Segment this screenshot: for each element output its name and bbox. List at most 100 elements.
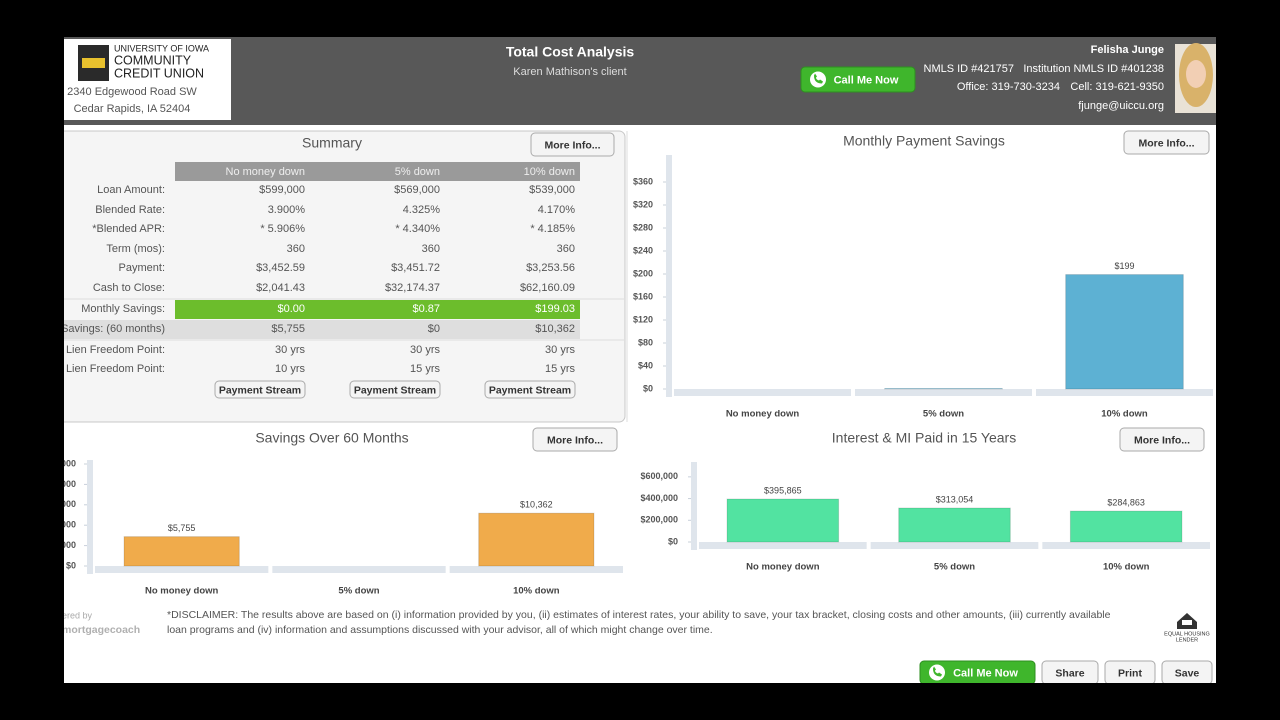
cell: 15 yrs [545,363,575,375]
floor [870,542,1039,549]
advisor-office: Office: 319-730-3234 [957,81,1060,93]
row-label: *Blended APR: [92,223,165,235]
cell: 15 yrs [410,363,440,375]
button-label: Print [1118,667,1142,679]
cell: $569,000 [394,184,440,196]
chart-title: Interest & MI Paid in 15 Years [832,430,1016,446]
y-tick-label: $160 [633,291,653,301]
cell: $199.03 [535,303,575,315]
button-label: Payment Stream [219,384,301,396]
button-bg [1041,660,1099,683]
y-tick-label: $16,000 [43,479,76,489]
cell: * 4.340% [395,223,440,235]
advisor-name: Felisha Junge [1091,44,1164,56]
value-label: $10,362 [520,500,553,510]
floor [699,542,867,549]
button-label: Share [1055,667,1084,679]
equal-housing-text: LENDER [1176,637,1198,643]
cell: 360 [422,243,440,255]
y-tick-label: $0 [643,383,653,393]
button-bg [800,66,916,93]
x-tick-label: No money down [726,409,800,420]
address: 2340 Edgewood Road SW [67,86,197,98]
y-tick-label: $600,000 [640,471,678,481]
page-title: Total Cost Analysis [506,44,635,60]
floor [855,389,1032,396]
more-info-button[interactable]: More Info... [532,427,618,452]
call-button[interactable]: Call Me Now [800,66,916,93]
cell: $3,253.56 [526,262,575,274]
payment-stream-button[interactable]: Payment Stream [484,380,576,399]
footer-button[interactable]: Call Me Now [919,660,1036,684]
row-label: Blended Rate: [95,204,165,216]
bar [726,498,840,543]
button-bg [532,427,618,452]
column-header: 5% down [395,166,440,178]
y-tick-label: $80 [638,337,653,347]
footer-button[interactable]: Save [1161,660,1213,684]
cell: $10,362 [535,323,575,335]
phone-icon [814,73,823,84]
cell: $32,174.37 [385,282,440,294]
summary-panel [64,130,626,423]
floor [449,566,623,573]
y-axis-wall [691,462,697,550]
row-label: Term (mos): [106,243,165,255]
cell: $539,000 [529,184,575,196]
more-info-button[interactable]: More Info... [530,132,615,157]
footer-button[interactable]: Share [1041,660,1099,684]
value-label: $199 [1114,261,1134,271]
cell: * 5.906% [260,223,305,235]
cell: $0 [428,323,440,335]
y-tick-label: $40 [638,360,653,370]
button-bg [1161,660,1213,683]
y-tick-label: $0 [66,560,76,570]
footer-button[interactable]: Print [1104,660,1156,684]
y-tick-label: $4,000 [48,540,76,550]
logo-text: COMMUNITY [114,53,192,67]
chart-title: Monthly Payment Savings [843,133,1005,149]
y-tick-label: $0 [668,536,678,546]
x-tick-label: 5% down [923,409,964,420]
payment-stream-button[interactable]: Payment Stream [214,380,306,399]
button-label: More Info... [545,139,601,151]
y-tick-label: $360 [633,176,653,186]
more-info-button[interactable]: More Info... [1119,427,1205,452]
row-label: Loan Amount: [97,184,165,196]
phone-icon-bg [810,71,826,88]
button-label: Payment Stream [489,384,571,396]
button-label: Save [1175,667,1200,679]
button-label: Payment Stream [354,384,436,396]
row-label: t Lien Freedom Point: [60,344,165,356]
y-tick-label: $280 [633,222,653,232]
x-tick-label: 10% down [1103,562,1150,573]
floor [95,566,269,573]
bar [1065,274,1184,390]
logo-text: CREDIT UNION [114,66,204,80]
logo-text: UNIVERSITY OF IOWA [114,43,209,53]
column-header: No money down [226,166,306,178]
button-bg [1104,660,1156,683]
button-bg [1119,427,1205,452]
advisor-face [1186,60,1206,88]
cell: $2,041.43 [256,282,305,294]
advisor-inst-nmls: Institution NMLS ID #401238 [1023,63,1164,75]
button-bg [919,660,1036,683]
y-tick-label: $8,000 [48,520,76,530]
bar [123,536,240,567]
y-tick-label: $200,000 [640,515,678,525]
cell: $3,452.59 [256,262,305,274]
y-tick-label: $240 [633,245,653,255]
equal-housing-icon-inner [1182,620,1192,625]
more-info-button[interactable]: More Info... [1123,130,1210,155]
advisor-email: fjunge@uiccu.org [1078,100,1164,112]
floor [272,566,446,573]
button-bg [530,132,615,157]
cell: 4.170% [538,204,576,216]
header-bar [64,37,1216,125]
y-tick-label: $20,000 [43,458,76,468]
payment-stream-button[interactable]: Payment Stream [349,380,441,399]
powered-by: ered by [62,610,93,620]
